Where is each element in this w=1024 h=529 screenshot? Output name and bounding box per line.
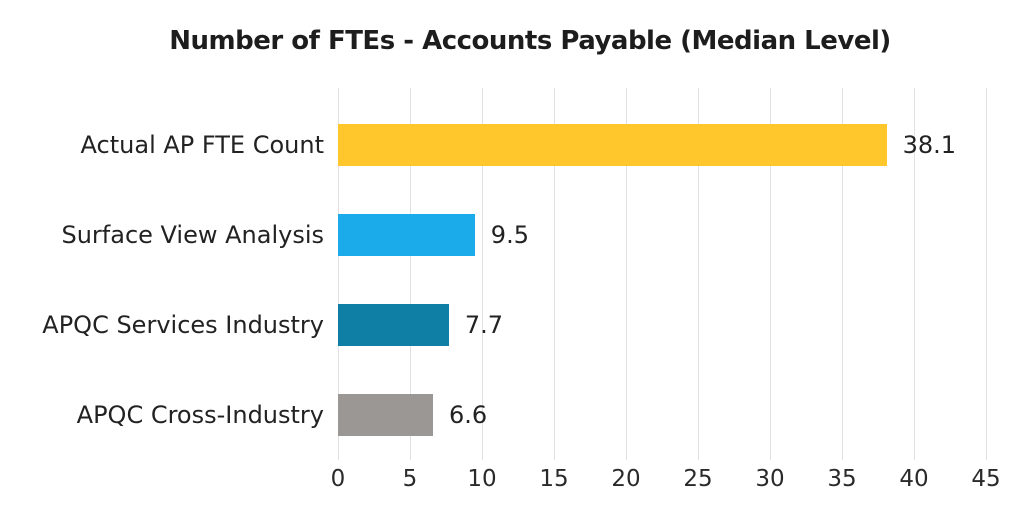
value-label: 38.1 xyxy=(902,131,957,159)
category-label: APQC Cross-Industry xyxy=(76,401,324,429)
bar xyxy=(338,124,887,166)
bar xyxy=(338,304,449,346)
gridline xyxy=(770,88,771,460)
gridline xyxy=(482,88,483,460)
value-label: 9.5 xyxy=(490,221,529,249)
bar xyxy=(338,394,434,436)
category-axis: Actual AP FTE Count Surface View Analysis… xyxy=(0,88,324,460)
x-tick-label: 10 xyxy=(467,466,497,492)
gridline xyxy=(986,88,987,460)
x-tick-label: 0 xyxy=(330,466,346,492)
gridline xyxy=(554,88,555,460)
x-tick-label: 25 xyxy=(683,466,713,492)
gridline xyxy=(914,88,915,460)
gridline xyxy=(338,88,339,460)
chart-title: Number of FTEs - Accounts Payable (Media… xyxy=(169,26,891,56)
gridline xyxy=(842,88,843,460)
x-tick-label: 45 xyxy=(971,466,1001,492)
x-tick-label: 5 xyxy=(402,466,418,492)
category-label: Actual AP FTE Count xyxy=(80,131,324,159)
plot-area: 38.1 9.5 7.7 6.6 xyxy=(338,88,987,460)
value-label: 7.7 xyxy=(464,311,504,339)
bar xyxy=(338,214,475,256)
gridline xyxy=(410,88,411,460)
category-label: APQC Services Industry xyxy=(42,311,324,339)
gridline xyxy=(626,88,627,460)
gridline xyxy=(698,88,699,460)
x-tick-label: 20 xyxy=(611,466,641,492)
x-axis: 0 5 10 15 20 25 30 35 40 45 xyxy=(331,466,1001,500)
x-tick-label: 35 xyxy=(827,466,857,492)
x-tick-label: 30 xyxy=(755,466,785,492)
value-label: 6.6 xyxy=(449,401,488,429)
category-label: Surface View Analysis xyxy=(61,221,324,249)
x-tick-label: 40 xyxy=(899,466,929,492)
x-tick-label: 15 xyxy=(539,466,569,492)
